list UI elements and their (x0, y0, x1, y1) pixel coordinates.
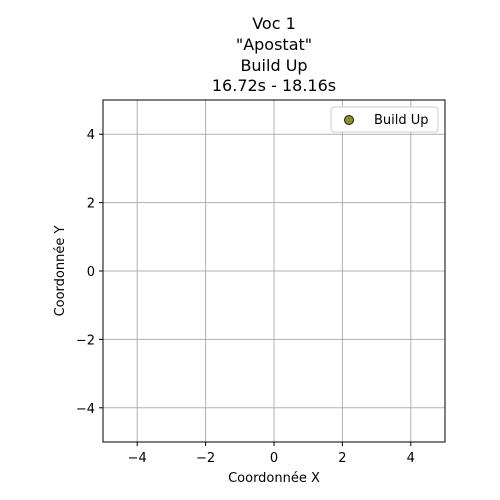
y-tick-label: −4 (76, 402, 95, 417)
y-tick-label: 0 (87, 265, 95, 280)
x-tick-label: 2 (338, 451, 346, 466)
y-tick-label: 2 (87, 197, 95, 212)
plot-frame (102, 99, 446, 443)
title-line-1: Voc 1 (252, 14, 296, 33)
y-axis-label: Coordonnée Y (53, 226, 68, 317)
title-line-2: "Apostat" (236, 35, 312, 54)
legend-box (330, 106, 439, 133)
legend: Build Up (330, 106, 439, 133)
title-line-3: Build Up (240, 56, 307, 75)
y-tick-label: 4 (87, 128, 95, 143)
title-line-4: 16.72s - 18.16s (212, 76, 336, 95)
grid (103, 100, 445, 442)
y-tick-label: −2 (76, 333, 95, 348)
axis-ticks: −4 −2 0 2 4 −4 −2 0 2 4 (76, 128, 415, 466)
x-axis-label: Coordonnée X (228, 471, 320, 486)
x-tick-label: 4 (407, 451, 415, 466)
x-tick-label: 0 (270, 451, 278, 466)
legend-marker (344, 115, 354, 125)
chart-title: Voc 1 "Apostat" Build Up 16.72s - 18.16s (212, 14, 336, 95)
x-tick-label: −4 (128, 451, 147, 466)
x-tick-label: −2 (196, 451, 215, 466)
legend-label: Build Up (374, 113, 429, 128)
